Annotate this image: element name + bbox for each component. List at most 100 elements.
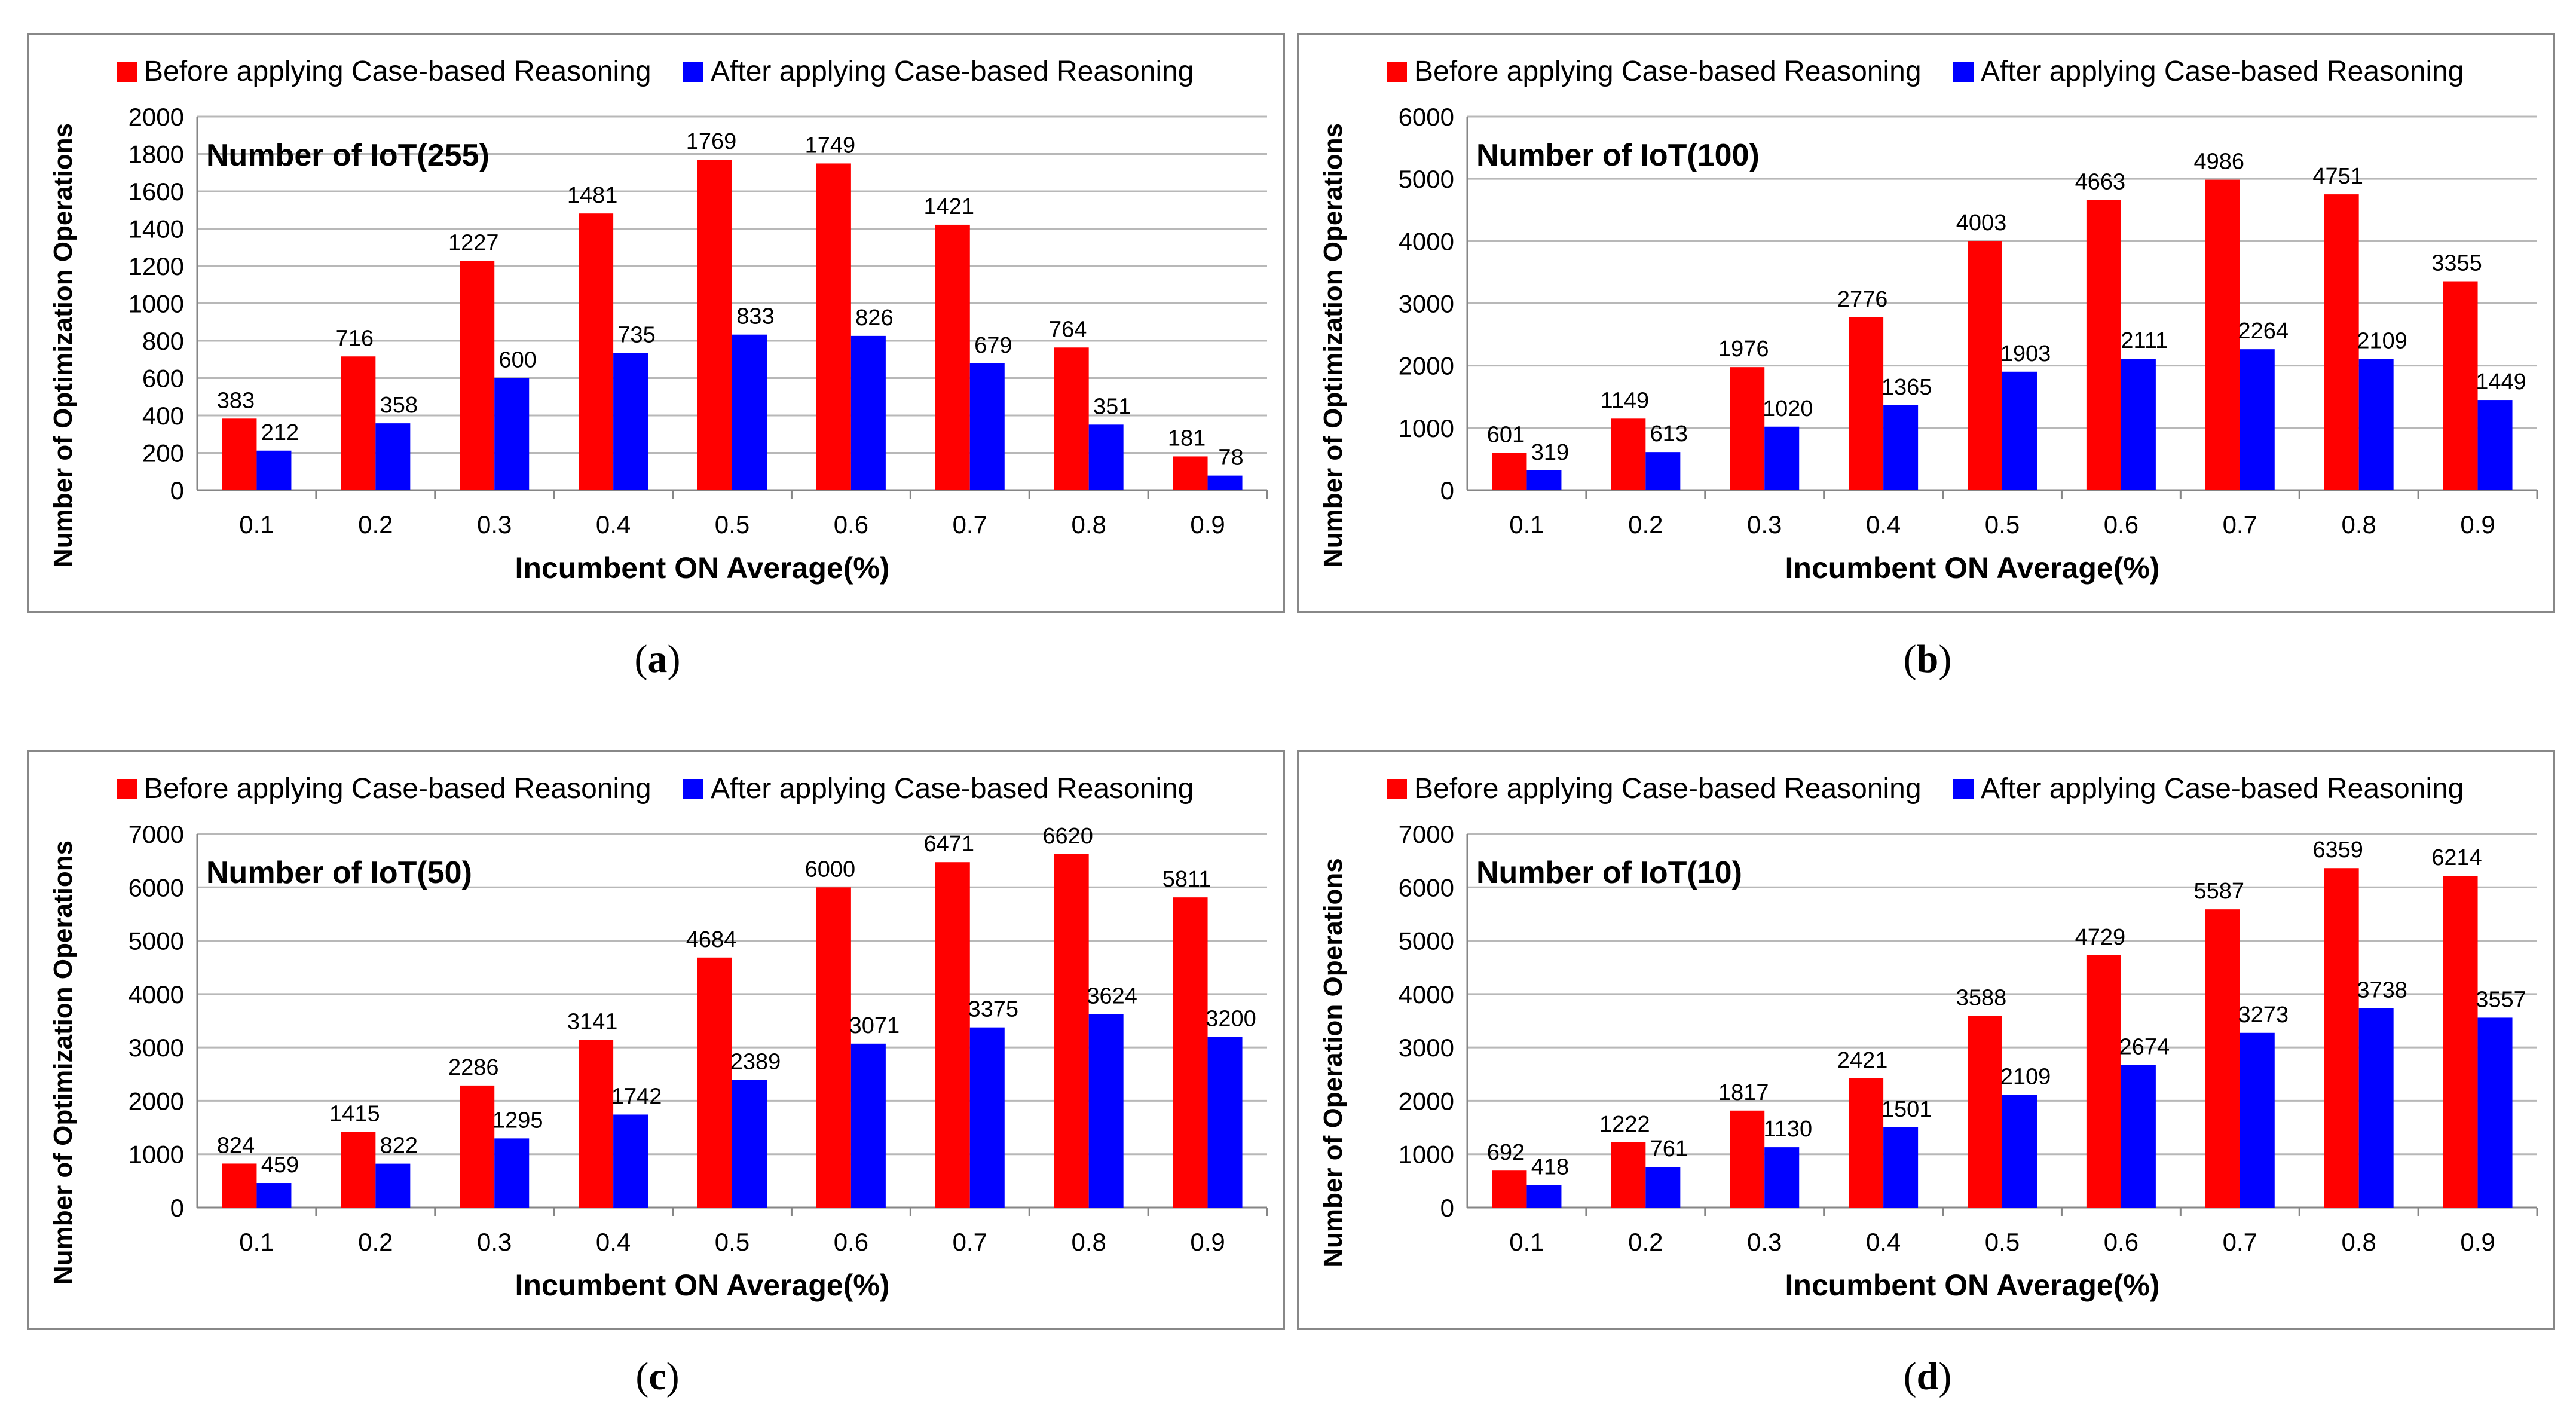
bar-before — [341, 356, 376, 490]
data-label-after: 735 — [617, 322, 655, 347]
bar-before — [2443, 281, 2478, 490]
y-tick-label: 1000 — [129, 1141, 184, 1169]
bar-after — [2240, 1032, 2275, 1208]
bar-after — [969, 363, 1005, 490]
data-label-after: 212 — [261, 420, 299, 445]
caption-d: (d) — [1903, 1355, 1952, 1398]
bar-before — [2086, 955, 2121, 1208]
y-tick-label: 4000 — [1399, 227, 1454, 255]
y-axis-ticks: 0 1000 2000 3000 4000 5000 6000 7000 — [1399, 820, 1454, 1222]
x-axis-ticks: 0.1 0.2 0.3 0.4 0.5 0.6 0.7 0.8 0.9 — [1509, 1208, 2538, 1256]
y-tick-label: 0 — [1440, 1194, 1454, 1222]
chart-annotation: Number of IoT(10) — [1476, 855, 1742, 890]
data-label-before: 4751 — [2312, 164, 2363, 189]
data-label-before: 3588 — [1956, 986, 2007, 1011]
data-label-after: 3200 — [1206, 1006, 1256, 1031]
data-label-after: 2109 — [2357, 328, 2407, 353]
caption-c: (c) — [635, 1355, 680, 1398]
data-label-before: 1421 — [924, 194, 975, 219]
x-axis-label: Incumbent ON Average(%) — [515, 1269, 890, 1302]
bar-before — [816, 163, 851, 490]
legend-label-before: Before applying Case-based Reasoning — [1414, 773, 1922, 805]
legend-swatch-after — [1953, 779, 1974, 799]
legend-label-before: Before applying Case-based Reasoning — [144, 773, 651, 805]
bar-after — [850, 335, 886, 490]
y-axis-label: Number of Optimization Operations — [48, 840, 78, 1285]
data-label-before: 1227 — [448, 231, 499, 256]
bar-after — [1207, 1037, 1243, 1208]
bar-after — [2002, 371, 2037, 490]
legend-label-after: After applying Case-based Reasoning — [711, 56, 1194, 87]
bar-before — [935, 224, 970, 490]
data-label-before: 3141 — [567, 1010, 618, 1035]
data-label-after: 826 — [855, 305, 893, 331]
data-label-before: 1222 — [1599, 1112, 1650, 1137]
legend-swatch-after — [1953, 62, 1974, 82]
bar-before — [2324, 868, 2359, 1208]
bar-after — [2358, 1008, 2394, 1208]
data-label-after: 3071 — [849, 1013, 900, 1038]
legend-label-after: After applying Case-based Reasoning — [711, 773, 1194, 805]
x-tick-label: 0.8 — [2341, 511, 2376, 539]
bar-after — [1883, 1127, 1919, 1208]
data-label-after: 1365 — [1881, 375, 1932, 400]
x-tick-label: 0.9 — [1190, 511, 1225, 539]
data-label-before: 1769 — [686, 129, 737, 154]
data-label-before: 4003 — [1956, 210, 2007, 236]
y-tick-label: 6000 — [1399, 103, 1454, 131]
bar-after — [1526, 470, 1562, 490]
data-label-after: 2674 — [2119, 1034, 2170, 1059]
legend-label-after: After applying Case-based Reasoning — [1981, 773, 2464, 805]
data-label-before: 1481 — [567, 183, 618, 208]
bar-after — [1764, 1147, 1800, 1208]
data-label-before: 1149 — [1600, 388, 1649, 413]
bar-after — [969, 1027, 1005, 1208]
data-label-after: 761 — [1650, 1136, 1688, 1162]
data-label-before: 5587 — [2194, 879, 2245, 904]
bar-before — [2205, 909, 2240, 1208]
y-tick-label: 2000 — [1399, 1087, 1454, 1115]
bar-before — [2324, 194, 2359, 490]
y-tick-label: 1600 — [129, 178, 184, 206]
data-label-before: 181 — [1168, 426, 1206, 451]
caption-a: (a) — [634, 637, 681, 681]
y-tick-label: 400 — [142, 402, 184, 430]
chart-svg: 0 200 400 600 800 1000 1200 1400 1600 1800 2000 0.1… — [27, 33, 1285, 613]
legend-label-before: Before applying Case-based Reasoning — [1414, 56, 1922, 87]
data-label-after: 833 — [736, 304, 774, 329]
data-label-after: 2111 — [2121, 328, 2168, 353]
data-label-before: 6471 — [924, 832, 975, 857]
bar-before — [1611, 1142, 1646, 1208]
data-label-after: 459 — [261, 1153, 299, 1178]
x-tick-label: 0.3 — [477, 511, 512, 539]
legend-label-before: Before applying Case-based Reasoning — [144, 56, 651, 87]
chart-svg: 0 1000 2000 3000 4000 5000 6000 0.1 0.2 0.3 0.4 0.5… — [1297, 33, 2555, 613]
y-tick-label: 6000 — [129, 873, 184, 901]
y-tick-label: 5000 — [129, 927, 184, 955]
data-label-after: 418 — [1531, 1155, 1569, 1180]
data-label-before: 6214 — [2431, 845, 2482, 870]
x-tick-label: 0.6 — [2104, 511, 2138, 539]
data-label-after: 1020 — [1763, 396, 1813, 421]
x-axis-label: Incumbent ON Average(%) — [1785, 551, 2160, 585]
x-tick-label: 0.8 — [1071, 511, 1106, 539]
bar-before — [697, 957, 732, 1208]
legend: Before applying Case-based Reasoning Afte… — [117, 56, 1194, 87]
x-axis-ticks: 0.1 0.2 0.3 0.4 0.5 0.6 0.7 0.8 0.9 — [239, 490, 1268, 539]
y-axis-label: Number of Optimization Operations — [1318, 123, 1348, 567]
data-label-before: 4684 — [686, 927, 737, 952]
bar-before — [1968, 241, 2002, 490]
bar-after — [494, 378, 530, 490]
bar-after — [1526, 1185, 1562, 1208]
x-tick-label: 0.5 — [1985, 1228, 2020, 1256]
chart-annotation: Number of IoT(255) — [206, 138, 489, 173]
data-label-after: 319 — [1531, 440, 1569, 465]
y-axis-label: Number of Optimization Operations — [48, 123, 78, 567]
bar-before — [1849, 317, 1884, 490]
bar-after — [2358, 359, 2394, 490]
bar-after — [1207, 475, 1243, 490]
bar-after — [613, 353, 648, 490]
x-tick-label: 0.4 — [596, 1228, 631, 1256]
